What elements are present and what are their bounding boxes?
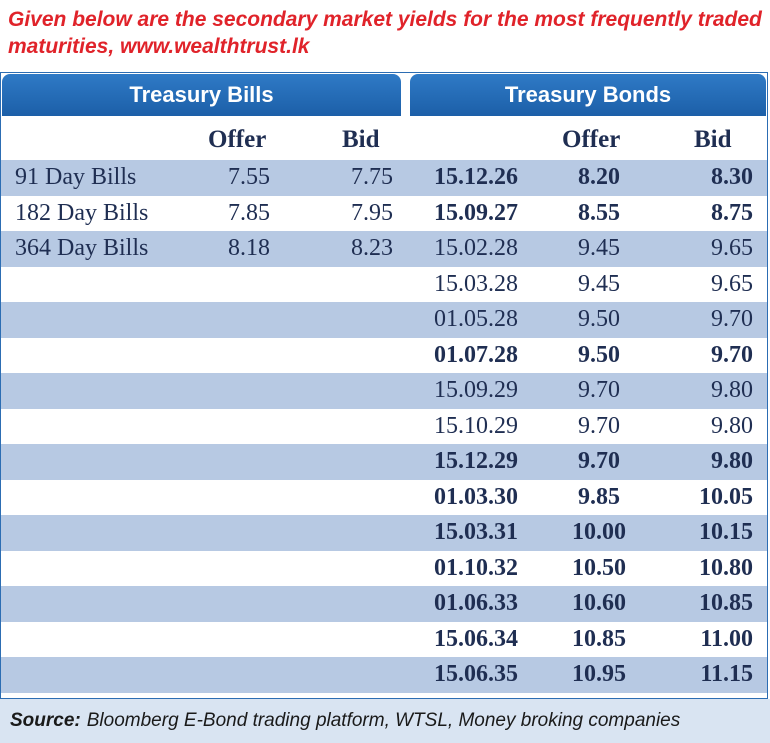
bond-bid: 8.30	[711, 164, 753, 191]
bond-offer: 10.60	[572, 590, 626, 617]
bond-bid: 9.65	[711, 270, 753, 297]
bond-bid: 10.80	[699, 554, 753, 581]
bill-bid: 8.23	[351, 235, 393, 262]
table-row: 15.03.31 10.00 10.15	[1, 515, 767, 551]
source-footer: Source: Bloomberg E-Bond trading platfor…	[0, 699, 770, 743]
bond-offer: 10.95	[572, 661, 626, 688]
bond-offer: 10.50	[572, 554, 626, 581]
bill-offer: 7.85	[228, 199, 270, 226]
table-row: 15.03.28 9.45 9.65	[1, 267, 767, 303]
headline: Given below are the secondary market yie…	[8, 8, 762, 58]
bond-maturity: 01.07.28	[434, 341, 518, 368]
bills-bid-header: Bid	[342, 126, 380, 153]
bill-name: 364 Day Bills	[15, 235, 149, 262]
bond-offer: 8.55	[578, 199, 620, 226]
bill-bid: 7.95	[351, 199, 393, 226]
bond-maturity: 15.12.26	[434, 164, 518, 191]
bond-bid: 9.80	[711, 448, 753, 475]
bond-offer: 9.45	[578, 270, 620, 297]
bond-offer: 10.00	[572, 519, 626, 546]
bond-offer: 9.45	[578, 235, 620, 262]
bond-maturity: 15.09.27	[434, 199, 518, 226]
bond-maturity: 01.06.33	[434, 590, 518, 617]
source-text: Bloomberg E-Bond trading platform, WTSL,…	[86, 710, 681, 731]
bond-bid: 9.65	[711, 235, 753, 262]
table-row: 01.10.32 10.50 10.80	[1, 551, 767, 587]
bond-offer: 10.85	[572, 625, 626, 652]
bond-maturity: 15.06.35	[434, 661, 518, 688]
bill-bid: 7.75	[351, 164, 393, 191]
bond-maturity: 15.02.28	[434, 235, 518, 262]
bond-offer: 9.50	[578, 341, 620, 368]
bond-bid: 11.00	[700, 625, 753, 652]
bond-maturity: 15.12.29	[434, 448, 518, 475]
bill-name: 91 Day Bills	[15, 164, 137, 191]
table-row: 01.03.30 9.85 10.05	[1, 480, 767, 516]
treasury-bonds-header: Treasury Bonds	[410, 74, 766, 116]
table-row: 15.06.35 10.95 11.15	[1, 657, 767, 693]
bond-offer: 9.85	[578, 483, 620, 510]
bonds-bid-header: Bid	[694, 126, 732, 153]
bill-offer: 7.55	[228, 164, 270, 191]
source-label: Source:	[10, 710, 81, 731]
bill-offer: 8.18	[228, 235, 270, 262]
bond-maturity: 15.03.28	[434, 270, 518, 297]
bond-maturity: 15.10.29	[434, 412, 518, 439]
bond-bid: 9.80	[711, 412, 753, 439]
table-row: 364 Day Bills 8.18 8.23 15.02.28 9.45 9.65	[1, 231, 767, 267]
table-row: 15.09.29 9.70 9.80	[1, 373, 767, 409]
table-row: 15.12.29 9.70 9.80	[1, 444, 767, 480]
treasury-bills-header: Treasury Bills	[2, 74, 401, 116]
bond-offer: 9.70	[578, 448, 620, 475]
bond-offer: 9.50	[578, 306, 620, 333]
table-row: 15.10.29 9.70 9.80	[1, 409, 767, 445]
bond-bid: 10.05	[699, 483, 753, 510]
table-row: 01.05.28 9.50 9.70	[1, 302, 767, 338]
table-row: 01.06.33 10.60 10.85	[1, 586, 767, 622]
bond-bid: 8.75	[711, 199, 753, 226]
bond-bid: 9.80	[711, 377, 753, 404]
bond-offer: 8.20	[578, 164, 620, 191]
bond-bid: 11.15	[700, 661, 753, 688]
bond-maturity: 15.03.31	[434, 519, 518, 546]
bonds-offer-header: Offer	[562, 126, 621, 153]
bond-maturity: 01.10.32	[434, 554, 518, 581]
bond-bid: 10.85	[699, 590, 753, 617]
bond-bid: 9.70	[711, 341, 753, 368]
bond-bid: 9.70	[711, 306, 753, 333]
bond-offer: 9.70	[578, 412, 620, 439]
bond-maturity: 01.03.30	[434, 483, 518, 510]
bills-offer-header: Offer	[208, 126, 267, 153]
bond-maturity: 15.06.34	[434, 625, 518, 652]
bond-offer: 9.70	[578, 377, 620, 404]
table-row: 15.06.34 10.85 11.00	[1, 622, 767, 658]
bond-bid: 10.15	[699, 519, 753, 546]
bond-maturity: 01.05.28	[434, 306, 518, 333]
table-row: 01.07.28 9.50 9.70	[1, 338, 767, 374]
table-row: 182 Day Bills 7.85 7.95 15.09.27 8.55 8.75	[1, 196, 767, 232]
bond-maturity: 15.09.29	[434, 377, 518, 404]
table-row: 91 Day Bills 7.55 7.75 15.12.26 8.20 8.30	[1, 160, 767, 196]
bill-name: 182 Day Bills	[15, 199, 149, 226]
